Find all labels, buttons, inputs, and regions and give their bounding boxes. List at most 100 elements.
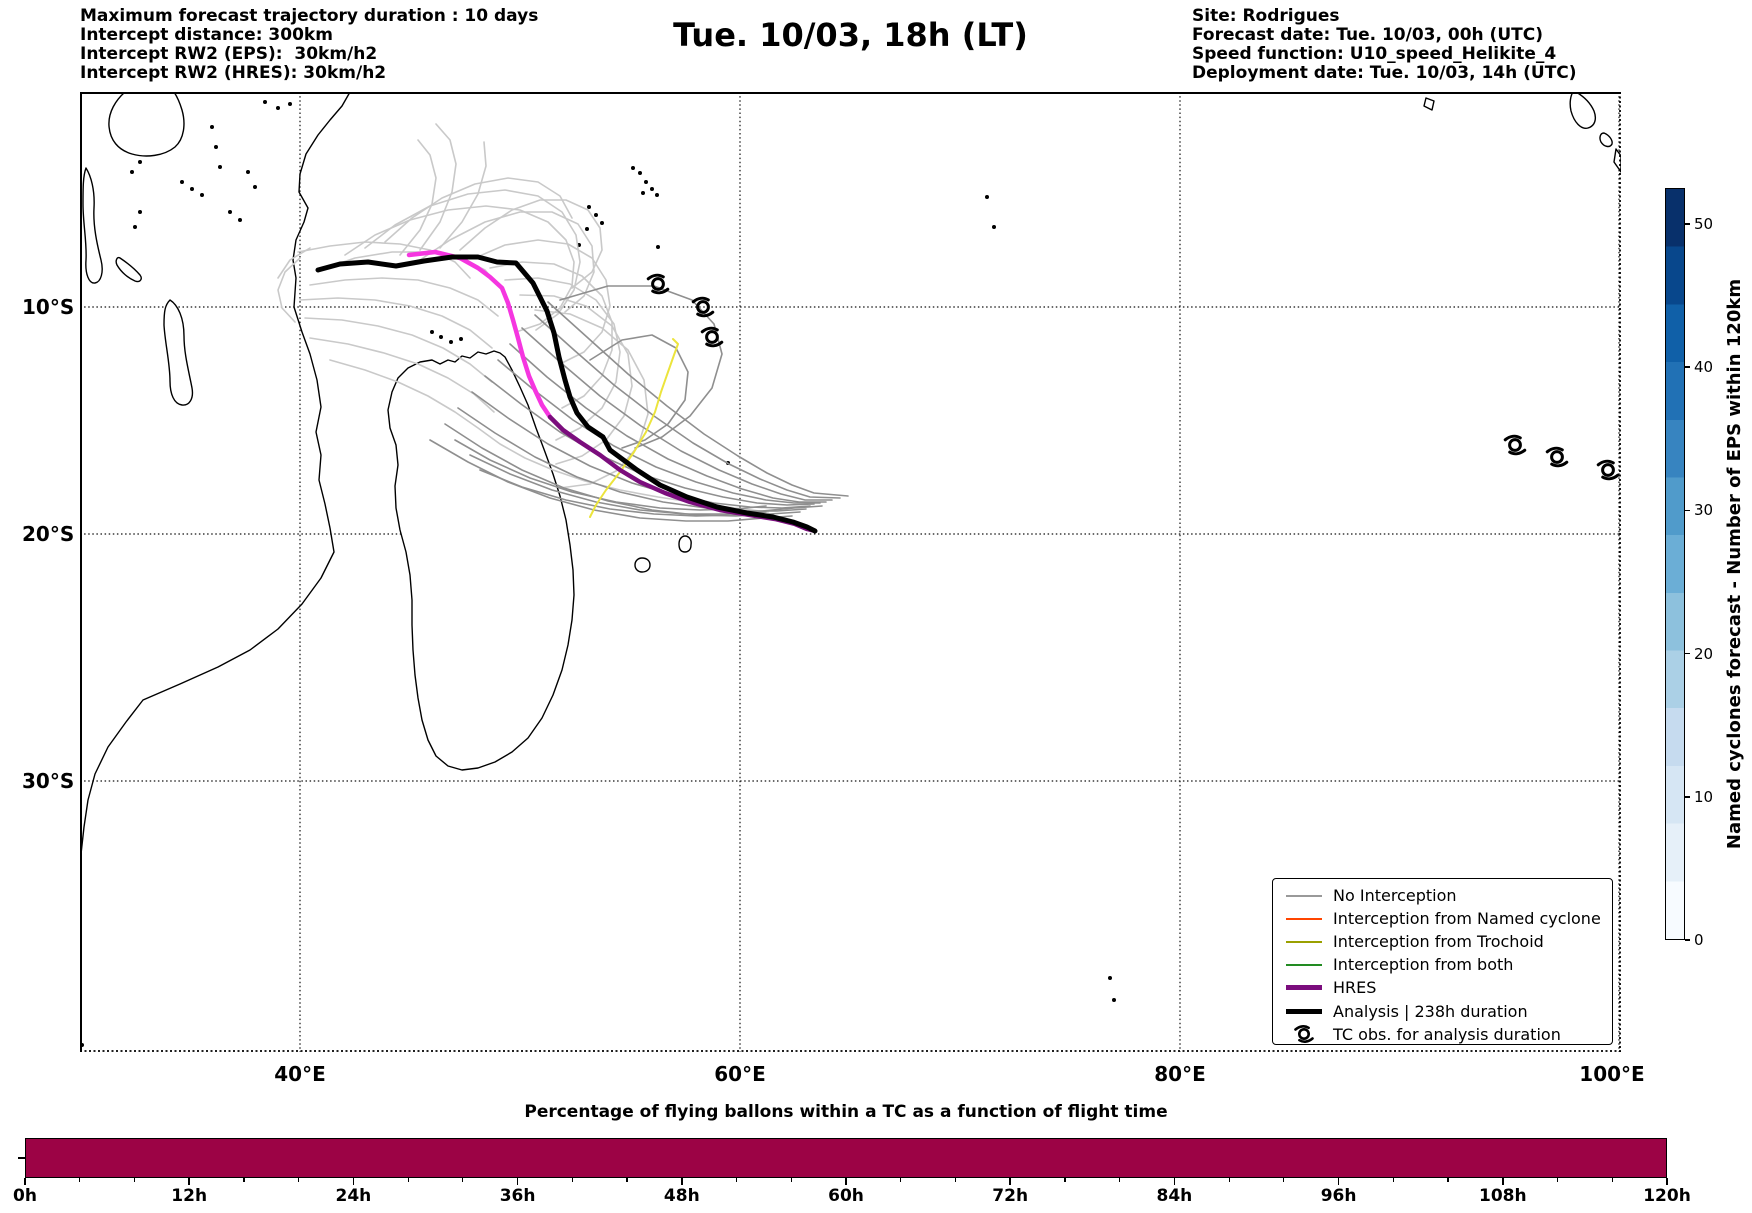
forecast-setting-line: Intercept distance: 300km: [80, 25, 333, 45]
bar-chart-y-tick: [18, 1157, 25, 1159]
legend-item: Interception from both: [1273, 953, 1612, 976]
small-island-dot: [200, 193, 204, 197]
small-island-dot: [587, 205, 591, 209]
eps-member-track: [547, 301, 849, 497]
small-island-dot: [228, 210, 232, 214]
hres-track-recent: [406, 249, 553, 420]
lat-tick-label: 30°S: [22, 769, 75, 793]
legend-item-label: Analysis | 238h duration: [1333, 1001, 1528, 1021]
eps-member-track: [429, 439, 793, 522]
legend-item: TC obs. for analysis duration: [1273, 1023, 1612, 1046]
madagascar: [387, 350, 575, 771]
legend-line-swatch: [1286, 985, 1322, 991]
flight-time-tick-label: 12h: [171, 1186, 208, 1206]
small-island-dot: [276, 106, 280, 110]
colorbar-tick: [1685, 796, 1690, 798]
flight-time-major-tick: [681, 1178, 683, 1185]
tc-cyclone-icon: [1596, 459, 1620, 481]
eps-member-track: [309, 277, 499, 317]
legend-line-swatch: [1286, 963, 1322, 966]
flight-time-major-tick: [845, 1178, 847, 1185]
small-island-dot: [585, 227, 589, 231]
flight-time-minor-tick: [1064, 1178, 1066, 1182]
lake-malawi: [163, 299, 194, 406]
eps-member-track: [534, 309, 649, 489]
flight-time-minor-tick: [1283, 1178, 1285, 1182]
site-info-line: Deployment date: Tue. 10/03, 14h (UTC): [1192, 63, 1577, 83]
small-island-dot: [210, 125, 214, 129]
legend-item: Interception from Trochoid: [1273, 930, 1612, 953]
plot-title: Tue. 10/03, 18h (LT): [673, 16, 1028, 54]
flight-time-minor-tick: [571, 1178, 573, 1182]
indonesia-island-4: [1423, 97, 1435, 111]
small-island-dot: [449, 340, 453, 344]
colorbar-tick-label: 50: [1694, 214, 1714, 233]
small-island-dot: [439, 335, 443, 339]
eps-member-track: [297, 241, 471, 279]
africa-east-coast: [80, 92, 351, 1010]
colorbar-tick: [1685, 509, 1690, 512]
flight-time-tick-label: 24h: [335, 1186, 372, 1206]
eps-member-track: [419, 123, 457, 251]
eps-member-track: [459, 199, 603, 289]
eps-member-track: [521, 327, 833, 501]
flight-time-tick-label: 0h: [13, 1186, 37, 1206]
flight-time-tick-label: 60h: [828, 1186, 864, 1206]
flight-time-tick-label: 72h: [992, 1186, 1029, 1206]
flight-time-tick-label: 48h: [663, 1186, 700, 1206]
colorbar-tick: [1685, 652, 1690, 655]
flight-time-minor-tick: [407, 1178, 409, 1182]
mauritius: [678, 535, 692, 553]
flight-time-bar: [25, 1138, 1667, 1178]
site-info-block: Site: Rodrigues Forecast date: Tue. 10/03…: [1192, 7, 1577, 83]
eps-member-track: [384, 177, 573, 243]
flight-time-minor-tick: [1447, 1178, 1449, 1182]
lake-victoria: [108, 92, 185, 157]
eps-member-track: [469, 454, 823, 515]
colorbar-label: Named cyclones forecast - Number of EPS …: [1724, 278, 1745, 850]
small-island-dot: [656, 245, 660, 249]
lon-tick-label: 80°E: [1154, 1062, 1206, 1086]
small-island-dot: [655, 193, 659, 197]
flight-time-minor-tick: [954, 1178, 957, 1182]
legend-item: HRES: [1273, 976, 1612, 999]
forecast-setting-line: Maximum forecast trajectory duration : 1…: [80, 6, 539, 26]
site-info-line: Site: Rodrigues: [1192, 6, 1340, 26]
small-island-dot: [263, 100, 267, 104]
legend-item-label: No Interception: [1333, 886, 1457, 906]
small-island-dot: [288, 102, 292, 106]
eps-member-track: [299, 297, 493, 349]
colorbar-tick-label: 0: [1694, 931, 1704, 949]
eps-member-track: [277, 257, 301, 323]
legend-item-label: HRES: [1333, 978, 1377, 998]
small-island-dot: [600, 221, 604, 225]
eps-member-track: [277, 247, 311, 279]
small-island-dot: [985, 195, 989, 199]
lon-tick-label: 100°E: [1579, 1062, 1645, 1086]
eps-member-track: [304, 317, 493, 383]
small-island-dot: [253, 185, 257, 189]
small-island-dot: [631, 166, 635, 170]
lake-tanganyika: [82, 167, 103, 284]
small-island-dot: [130, 170, 134, 174]
legend-item: No Interception: [1273, 884, 1612, 907]
indonesia-island-2: [1599, 132, 1613, 148]
eps-member-track: [439, 141, 487, 249]
lat-tick-label: 20°S: [22, 522, 75, 546]
small-island-dot: [190, 187, 194, 191]
colorbar-tick: [1685, 939, 1690, 941]
flight-time-major-tick: [516, 1178, 519, 1185]
flight-time-minor-tick: [1119, 1178, 1121, 1182]
flight-time-minor-tick: [1611, 1178, 1613, 1182]
small-island-dot: [138, 160, 142, 164]
indonesia-island-3: [1613, 148, 1621, 173]
flight-time-minor-tick: [790, 1178, 792, 1182]
small-island-dot: [133, 225, 137, 229]
flight-time-major-tick: [352, 1178, 355, 1185]
small-island-dot: [594, 213, 598, 217]
flight-time-minor-tick: [735, 1178, 738, 1182]
map-canvas: [80, 92, 1621, 1052]
site-info-line: Forecast date: Tue. 10/03, 00h (UTC): [1192, 25, 1543, 45]
eps-member-track: [497, 359, 821, 504]
lake-rukwa: [115, 256, 142, 283]
